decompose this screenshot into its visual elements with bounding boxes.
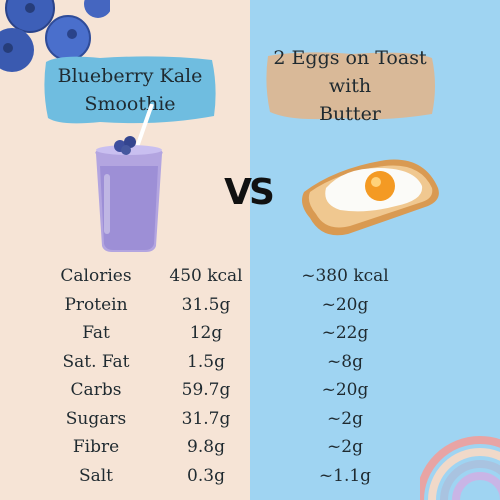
smoothie-value: 9.8g: [187, 437, 225, 457]
toast-value: ~2g: [327, 408, 363, 429]
toast-value: ~22g: [321, 323, 369, 343]
nutrient-label: Fat: [82, 323, 110, 343]
smoothie-value: 12g: [189, 323, 223, 343]
egg-on-toast-illustration: [302, 159, 439, 236]
nutrient-label: Calories: [60, 266, 132, 286]
nutrition-row: Sat. Fat 1.5g ~8g: [0, 352, 500, 380]
blueberries-icon: [0, 0, 110, 72]
nutrition-row: Carbs 59.7g ~20g: [0, 380, 500, 408]
toast-value: ~8g: [327, 351, 363, 372]
smoothie-value: 31.5g: [181, 294, 231, 315]
nutrient-label: Protein: [64, 294, 128, 315]
nutrition-row: Calories 450 kcal ~380 kcal: [0, 266, 500, 294]
nutrition-row: Fat 12g ~22g: [0, 323, 500, 351]
smoothie-value: 59.7g: [181, 380, 231, 400]
vs-label: VS: [224, 172, 275, 213]
rainbow-arcs-icon: [420, 436, 500, 500]
right-title-banner: 2 Eggs on Toast with Butter: [262, 47, 438, 125]
nutrition-row: Sugars 31.7g ~2g: [0, 409, 500, 437]
smoothie-value: 31.7g: [181, 408, 231, 429]
nutrient-label: Sugars: [65, 408, 127, 429]
nutrient-label: Fibre: [72, 437, 120, 457]
smoothie-glass-illustration: [95, 104, 163, 252]
toast-value: ~1.1g: [318, 465, 372, 486]
nutrient-label: Carbs: [70, 380, 122, 400]
left-title-banner: Blueberry Kale Smoothie: [40, 52, 220, 128]
nutrition-row: Protein 31.5g ~20g: [0, 295, 500, 323]
nutrition-row: Salt 0.3g ~1.1g: [0, 466, 500, 494]
nutrient-label: Sat. Fat: [62, 351, 130, 372]
toast-value: ~20g: [321, 294, 369, 315]
right-title: 2 Eggs on Toast with Butter: [273, 47, 427, 125]
toast-value: ~380 kcal: [301, 266, 389, 286]
nutrient-label: Salt: [78, 465, 114, 486]
toast-value: ~20g: [321, 380, 369, 400]
smoothie-value: 0.3g: [187, 465, 225, 486]
left-title: Blueberry Kale Smoothie: [57, 65, 203, 115]
nutrition-row: Fibre 9.8g ~2g: [0, 437, 500, 465]
smoothie-value: 450 kcal: [169, 266, 243, 286]
smoothie-value: 1.5g: [187, 351, 225, 372]
toast-value: ~2g: [327, 437, 363, 457]
